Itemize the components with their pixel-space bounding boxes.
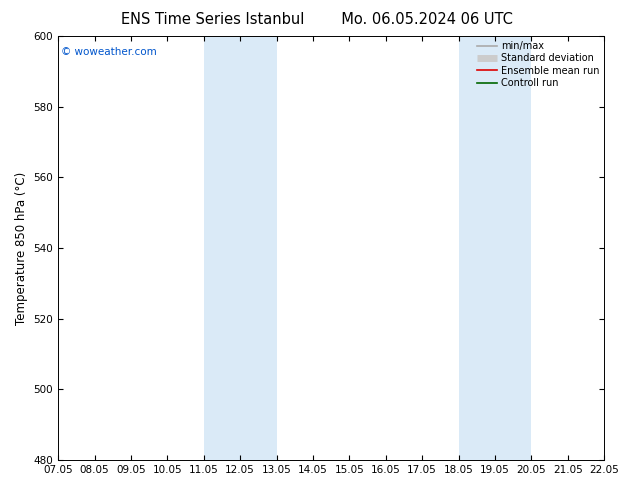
Text: © woweather.com: © woweather.com xyxy=(61,47,157,57)
Legend: min/max, Standard deviation, Ensemble mean run, Controll run: min/max, Standard deviation, Ensemble me… xyxy=(476,39,601,90)
Bar xyxy=(204,36,276,460)
Text: ENS Time Series Istanbul        Mo. 06.05.2024 06 UTC: ENS Time Series Istanbul Mo. 06.05.2024 … xyxy=(121,12,513,27)
Bar xyxy=(458,36,531,460)
Y-axis label: Temperature 850 hPa (°C): Temperature 850 hPa (°C) xyxy=(15,172,28,325)
